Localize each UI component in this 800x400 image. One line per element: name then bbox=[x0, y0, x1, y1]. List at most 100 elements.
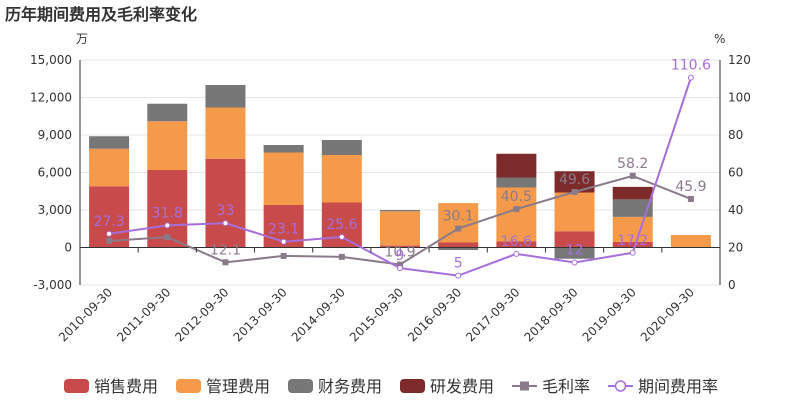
bar-管理费用-2013-09-30 bbox=[263, 152, 304, 205]
label-期间费用率-2015-09-30: 9 bbox=[396, 248, 405, 264]
x-tick-label: 2012-09-30 bbox=[172, 285, 231, 344]
bar-财务费用-2019-09-30 bbox=[612, 199, 653, 217]
point-期间费用率-2010-09-30 bbox=[106, 230, 113, 237]
y-right-tick-label: 80 bbox=[728, 128, 743, 142]
bar-销售费用-2018-09-30 bbox=[554, 231, 595, 248]
x-tick-label: 2011-09-30 bbox=[114, 285, 173, 344]
bar-管理费用-2018-09-30 bbox=[554, 192, 595, 232]
label-毛利率-2019-09-30: 58.2 bbox=[617, 156, 648, 172]
bar-销售费用-2012-09-30 bbox=[205, 158, 246, 248]
label-毛利率-2017-09-30: 40.5 bbox=[501, 189, 532, 205]
y-left-unit: 万 bbox=[76, 32, 88, 46]
legend-label-毛利率: 毛利率 bbox=[542, 377, 590, 396]
y-right-tick-label: 100 bbox=[728, 91, 751, 105]
bar-财务费用-2012-09-30 bbox=[205, 85, 246, 108]
legend-marker-期间费用率 bbox=[614, 380, 627, 392]
line-series bbox=[106, 74, 694, 279]
bar-销售费用-2010-09-30 bbox=[89, 186, 130, 248]
label-期间费用率-2011-09-30: 31.8 bbox=[152, 205, 183, 221]
bar-销售费用-2015-09-30 bbox=[380, 245, 420, 248]
bar-管理费用-2011-09-30 bbox=[147, 121, 188, 170]
bar-管理费用-2012-09-30 bbox=[205, 107, 246, 159]
point-毛利率-2020-09-30 bbox=[687, 195, 694, 202]
bar-管理费用-2015-09-30 bbox=[380, 211, 420, 246]
chart-title: 历年期间费用及毛利率变化 bbox=[5, 5, 197, 24]
x-tick-label: 2016-09-30 bbox=[405, 285, 464, 344]
x-tick-label: 2017-09-30 bbox=[463, 285, 522, 344]
bar-研发费用-2017-09-30 bbox=[496, 153, 537, 178]
y-right-tick-label: 0 bbox=[728, 278, 736, 292]
y-left-tick-label: -3,000 bbox=[33, 278, 72, 292]
bar-销售费用-2017-09-30 bbox=[496, 241, 537, 248]
bar-财务费用-2013-09-30 bbox=[263, 145, 304, 153]
legend-marker-毛利率 bbox=[520, 381, 529, 391]
label-期间费用率-2018-09-30: 12 bbox=[566, 243, 584, 259]
point-期间费用率-2016-09-30 bbox=[455, 272, 462, 279]
y-right-tick-label: 120 bbox=[728, 53, 751, 67]
point-毛利率-2015-09-30 bbox=[397, 261, 403, 268]
bar-series bbox=[89, 85, 711, 259]
point-期间费用率-2013-09-30 bbox=[280, 238, 287, 245]
bar-管理费用-2014-09-30 bbox=[321, 155, 362, 203]
label-毛利率-2012-09-30: 12.1 bbox=[210, 242, 241, 258]
bar-财务费用-2014-09-30 bbox=[321, 140, 362, 155]
legend-label-研发费用: 研发费用 bbox=[430, 377, 494, 396]
label-毛利率-2020-09-30: 45.9 bbox=[675, 179, 706, 195]
x-tick-label: 2013-09-30 bbox=[231, 285, 290, 344]
y-left-tick-label: 6,000 bbox=[38, 166, 72, 180]
x-tick-label: 2018-09-30 bbox=[521, 285, 580, 344]
label-期间费用率-2016-09-30: 5 bbox=[454, 256, 463, 272]
y-left-tick-label: 3,000 bbox=[38, 203, 72, 217]
bar-管理费用-2019-09-30 bbox=[612, 216, 653, 242]
bar-管理费用-2010-09-30 bbox=[89, 148, 130, 187]
y-right-tick-label: 20 bbox=[728, 241, 743, 255]
legend: 销售费用 管理费用 财务费用 研发费用 毛利率 期间费用率 bbox=[64, 377, 718, 396]
bar-财务费用-2016-09-30 bbox=[438, 247, 479, 250]
point-毛利率-2014-09-30 bbox=[338, 253, 345, 260]
bar-研发费用-2019-09-30 bbox=[612, 186, 653, 200]
legend-swatch-管理费用 bbox=[176, 379, 201, 393]
y-right-axis: 0 20 40 60 80 100 120 bbox=[719, 53, 751, 292]
point-毛利率-2017-09-30 bbox=[513, 206, 520, 213]
label-毛利率-2018-09-30: 49.6 bbox=[559, 172, 590, 188]
point-毛利率-2011-09-30 bbox=[164, 234, 171, 241]
label-毛利率-2016-09-30: 30.1 bbox=[443, 209, 474, 225]
bar-财务费用-2017-09-30 bbox=[496, 177, 537, 188]
point-期间费用率-2012-09-30 bbox=[222, 220, 229, 227]
bar-研发费用-2018-09-30 bbox=[554, 171, 595, 193]
line-labels: 12.1 10.9 30.1 40.5 49.6 58.2 45.9 27.3 31.8 33 23… bbox=[94, 58, 712, 272]
legend-label-管理费用: 管理费用 bbox=[206, 377, 270, 396]
point-期间费用率-2018-09-30 bbox=[571, 259, 578, 266]
label-期间费用率-2017-09-30: 16.6 bbox=[501, 234, 532, 250]
label-期间费用率-2020-09-30: 110.6 bbox=[671, 58, 711, 74]
legend-label-期间费用率: 期间费用率 bbox=[638, 377, 718, 396]
x-tick-label: 2015-09-30 bbox=[347, 285, 406, 344]
bar-销售费用-2019-09-30 bbox=[612, 241, 653, 248]
point-期间费用率-2015-09-30 bbox=[397, 265, 403, 272]
point-期间费用率-2019-09-30 bbox=[629, 249, 636, 256]
legend-swatch-销售费用 bbox=[64, 379, 89, 393]
bar-销售费用-2016-09-30 bbox=[438, 242, 479, 248]
point-毛利率-2013-09-30 bbox=[280, 252, 287, 259]
y-left-tick-label: 12,000 bbox=[30, 91, 72, 105]
point-毛利率-2012-09-30 bbox=[222, 259, 229, 266]
y-right-unit: % bbox=[714, 32, 725, 46]
point-期间费用率-2011-09-30 bbox=[164, 222, 171, 229]
label-期间费用率-2014-09-30: 25.6 bbox=[326, 217, 357, 233]
point-期间费用率-2014-09-30 bbox=[338, 234, 345, 240]
legend-label-销售费用: 销售费用 bbox=[94, 377, 158, 396]
y-left-tick-label: 15,000 bbox=[30, 53, 72, 67]
label-期间费用率-2019-09-30: 17.2 bbox=[617, 233, 648, 249]
x-tick-label: 2019-09-30 bbox=[580, 285, 639, 344]
bar-财务费用-2011-09-30 bbox=[147, 103, 188, 122]
x-tick-label: 2010-09-30 bbox=[56, 285, 115, 344]
bar-财务费用-2010-09-30 bbox=[89, 136, 130, 149]
point-毛利率-2010-09-30 bbox=[106, 237, 113, 244]
bar-财务费用-2018-09-30 bbox=[554, 247, 595, 259]
x-tick-label: 2020-09-30 bbox=[638, 285, 697, 344]
x-tick-label: 2014-09-30 bbox=[289, 285, 348, 344]
label-期间费用率-2013-09-30: 23.1 bbox=[268, 222, 299, 238]
point-毛利率-2018-09-30 bbox=[571, 189, 578, 195]
label-期间费用率-2012-09-30: 33 bbox=[217, 203, 235, 219]
y-right-tick-label: 40 bbox=[728, 203, 743, 217]
